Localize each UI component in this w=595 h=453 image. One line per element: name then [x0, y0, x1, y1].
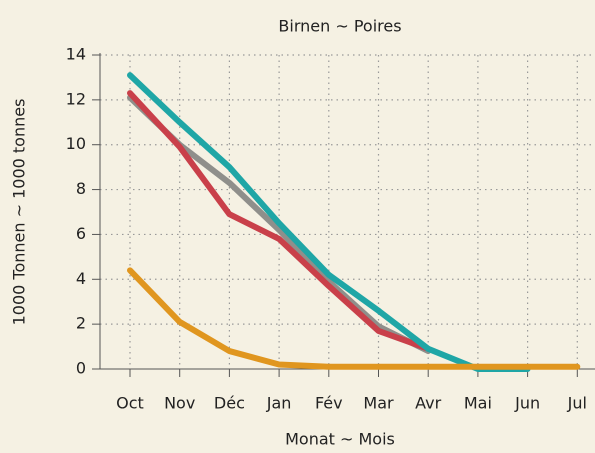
- y-tick-label: 10: [66, 134, 86, 153]
- series-line: [127, 267, 581, 370]
- x-axis-label: Monat ~ Mois: [285, 430, 395, 449]
- y-tick-label: 6: [76, 224, 86, 243]
- x-tick-label: Déc: [214, 394, 245, 413]
- x-tick-label: Nov: [164, 394, 195, 413]
- series-line: [127, 90, 432, 352]
- x-tick-label: Mai: [464, 394, 492, 413]
- y-tick-label: 8: [76, 179, 86, 198]
- y-tick-label: 2: [76, 314, 86, 333]
- y-tick-label: 12: [66, 89, 86, 108]
- y-tick-label: 4: [76, 269, 86, 288]
- x-tick-label: Mar: [363, 394, 394, 413]
- y-tick-label: 0: [76, 359, 86, 378]
- x-tick-label: Jan: [266, 394, 292, 413]
- x-tick-label: Jun: [514, 394, 540, 413]
- x-tick-label: Avr: [415, 394, 441, 413]
- x-tick-label: Fév: [315, 394, 343, 413]
- y-tick-label: 14: [66, 45, 86, 64]
- x-tick-label: Jul: [567, 394, 587, 413]
- x-tick-label: Oct: [116, 394, 144, 413]
- series-line: [127, 72, 531, 372]
- y-axis-label: 1000 Tonnen ~ 1000 tonnes: [10, 99, 29, 326]
- chart-title: Birnen ~ Poires: [278, 17, 401, 36]
